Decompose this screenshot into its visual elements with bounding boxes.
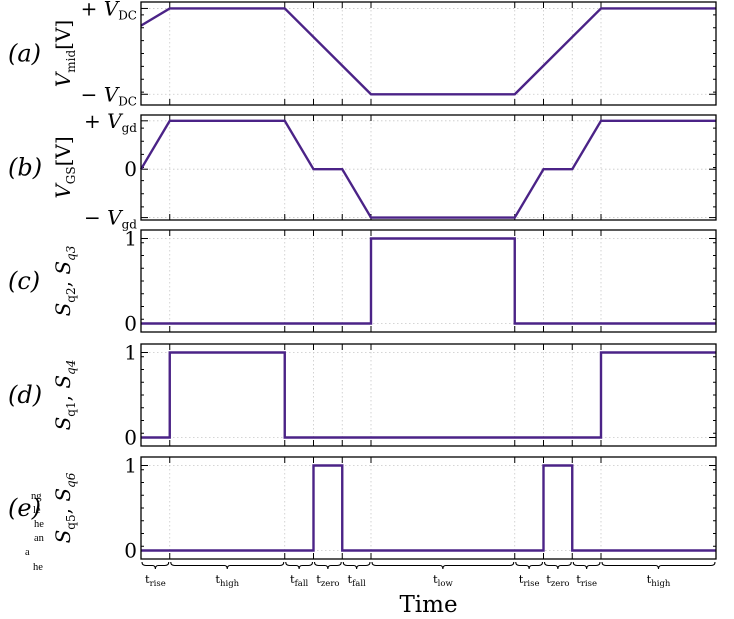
segment-label: thigh — [215, 572, 239, 589]
y-tick-label: 0 — [124, 539, 137, 563]
segment-brace — [285, 561, 314, 570]
segment-label: trise — [519, 572, 540, 589]
y-tick-label: − VDC — [81, 82, 137, 108]
panel-c: 1 0 Sq2, Sq3 (c) — [8, 227, 717, 336]
y-tick-label: + VDC — [81, 0, 137, 22]
y-tick-label: 1 — [124, 227, 137, 251]
panel-tag: (b) — [8, 154, 42, 182]
axes-frame — [140, 114, 717, 221]
axes-frame — [140, 456, 717, 560]
segment-label: trise — [145, 572, 166, 589]
segment-brace — [543, 561, 572, 570]
segment-label: trise — [576, 572, 597, 589]
segment-brace — [371, 561, 515, 570]
clipped-caption-fragment: he — [34, 519, 44, 530]
segment-brace — [170, 561, 285, 570]
segment-brace — [601, 561, 716, 570]
segment-brace — [141, 561, 170, 570]
y-axis-label: Sq1, Sq4 — [51, 360, 78, 431]
y-axis-label: Sq5, Sq6 — [51, 472, 78, 543]
y-axis-label: Vmid[V] — [51, 20, 78, 87]
panel-e: 1 0 Sq5, Sq6 (e) — [8, 454, 717, 563]
segment-brace — [313, 561, 342, 570]
y-tick-label: 0 — [124, 312, 137, 336]
signal-trace-c — [141, 237, 716, 325]
y-tick-label: + Vgd — [84, 109, 137, 135]
panel-tag: (a) — [8, 40, 41, 68]
clipped-caption-fragment: an — [34, 533, 45, 544]
y-axis-label: VGS[V] — [51, 136, 78, 198]
signal-trace-e — [141, 464, 716, 552]
y-tick-label: 1 — [124, 341, 137, 365]
x-axis-label: Time — [399, 592, 457, 618]
segment-label: tlow — [433, 572, 453, 589]
segment-label: tfall — [290, 572, 309, 589]
clipped-caption-fragment: le — [33, 505, 41, 516]
panel-tag: (d) — [8, 381, 42, 409]
segment-brace — [572, 561, 601, 570]
clipped-caption-fragment: ng — [31, 491, 42, 502]
signal-trace-a — [140, 7, 716, 96]
segment-label: tzero — [316, 572, 339, 589]
axes-frame — [140, 343, 717, 447]
y-tick-label: − Vgd — [84, 206, 137, 232]
clipped-caption-fragment: a — [25, 547, 30, 558]
segment-brace — [515, 561, 544, 570]
signal-trace-d — [141, 351, 716, 439]
segment-label: tfall — [347, 572, 366, 589]
clipped-caption-fragment: he — [33, 562, 43, 573]
segment-label: tzero — [546, 572, 569, 589]
y-tick-label: 0 — [124, 426, 137, 450]
signal-trace-b — [139, 119, 716, 219]
y-tick-label: 1 — [124, 454, 137, 478]
axes-frame — [140, 1, 717, 106]
panel-tag: (e) — [8, 494, 41, 522]
axes-frame — [140, 229, 717, 333]
panel-d: 1 0 Sq1, Sq4 (d) — [8, 341, 717, 450]
y-tick-label: 0 — [124, 157, 137, 181]
panel-tag: (c) — [8, 267, 40, 295]
segment-brace — [342, 561, 371, 570]
segment-label: thigh — [647, 572, 671, 589]
y-axis-label: Sq2, Sq3 — [51, 245, 78, 316]
